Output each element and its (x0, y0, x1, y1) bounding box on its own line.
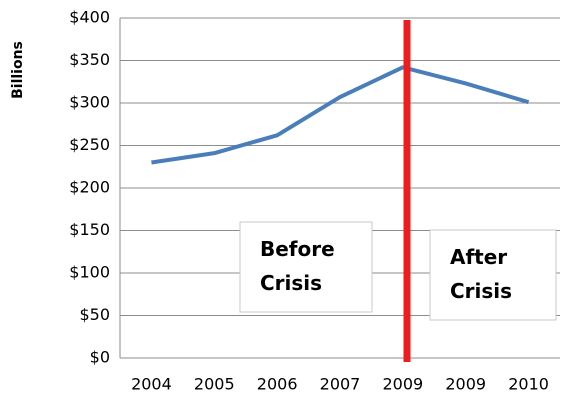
y-tick-label: $250 (69, 135, 110, 154)
annotation: After Crisis (450, 245, 512, 303)
y-tick-label: $150 (69, 220, 110, 239)
annotation-box (429, 229, 557, 321)
x-tick-label: 2004 (131, 375, 172, 394)
y-tick-label: $0 (90, 348, 110, 367)
y-tick-label: $200 (69, 178, 110, 197)
x-tick-label: 2005 (194, 375, 235, 394)
x-tick-label: 2009 (382, 375, 423, 394)
y-axis-label: Billions (10, 41, 26, 99)
y-tick-label: $100 (69, 263, 110, 282)
data-line (151, 65, 530, 165)
annotation-line: Before (260, 237, 335, 261)
y-tick-label: $350 (69, 50, 110, 69)
annotation-line: After (450, 245, 507, 269)
x-tick-label: 2006 (257, 375, 298, 394)
y-tick-label: $400 (69, 8, 110, 27)
x-tick-label: 2007 (320, 375, 361, 394)
annotation-line: Crisis (260, 271, 322, 295)
y-tick-label: $300 (69, 93, 110, 112)
y-tick-label: $50 (79, 305, 110, 324)
annotation-box (239, 221, 373, 313)
x-tick-label: 2009 (445, 375, 486, 394)
annotation-line: Crisis (450, 279, 512, 303)
x-tick-label: 2010 (508, 375, 549, 394)
annotation: Before Crisis (260, 237, 335, 295)
